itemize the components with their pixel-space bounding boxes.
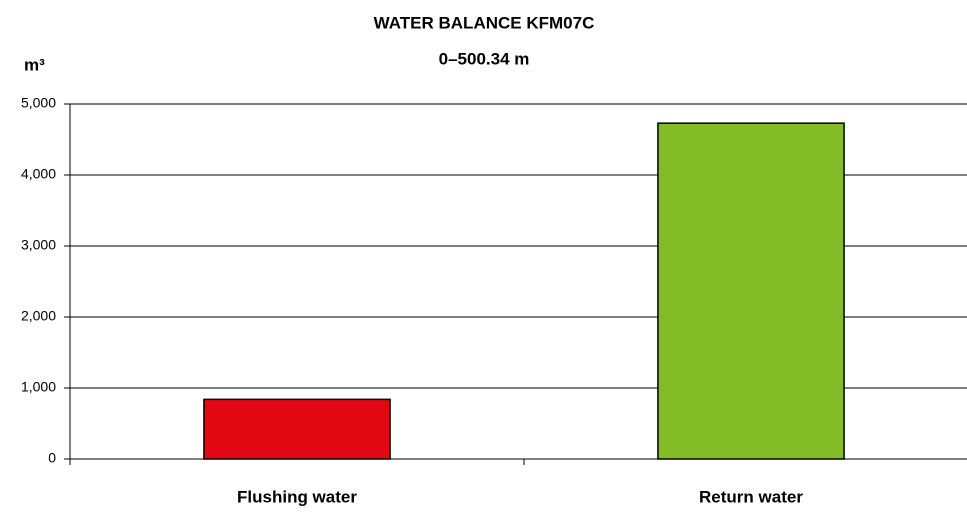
y-tick-label: 5,000 — [21, 95, 56, 111]
y-tick-label: 3,000 — [21, 237, 56, 253]
chart-title: WATER BALANCE KFM07C — [374, 13, 595, 32]
bar — [657, 122, 845, 460]
chart-subtitle: 0–500.34 m — [439, 49, 530, 68]
x-tick-label: Flushing water — [237, 487, 357, 506]
y-tick-label: 2,000 — [21, 308, 56, 324]
y-axis-label: m³ — [24, 55, 45, 74]
y-tick-label: 1,000 — [21, 379, 56, 395]
y-tick-label: 0 — [48, 450, 56, 466]
x-tick-label: Return water — [699, 487, 803, 506]
y-tick-label: 4,000 — [21, 166, 56, 182]
bar — [203, 398, 391, 460]
